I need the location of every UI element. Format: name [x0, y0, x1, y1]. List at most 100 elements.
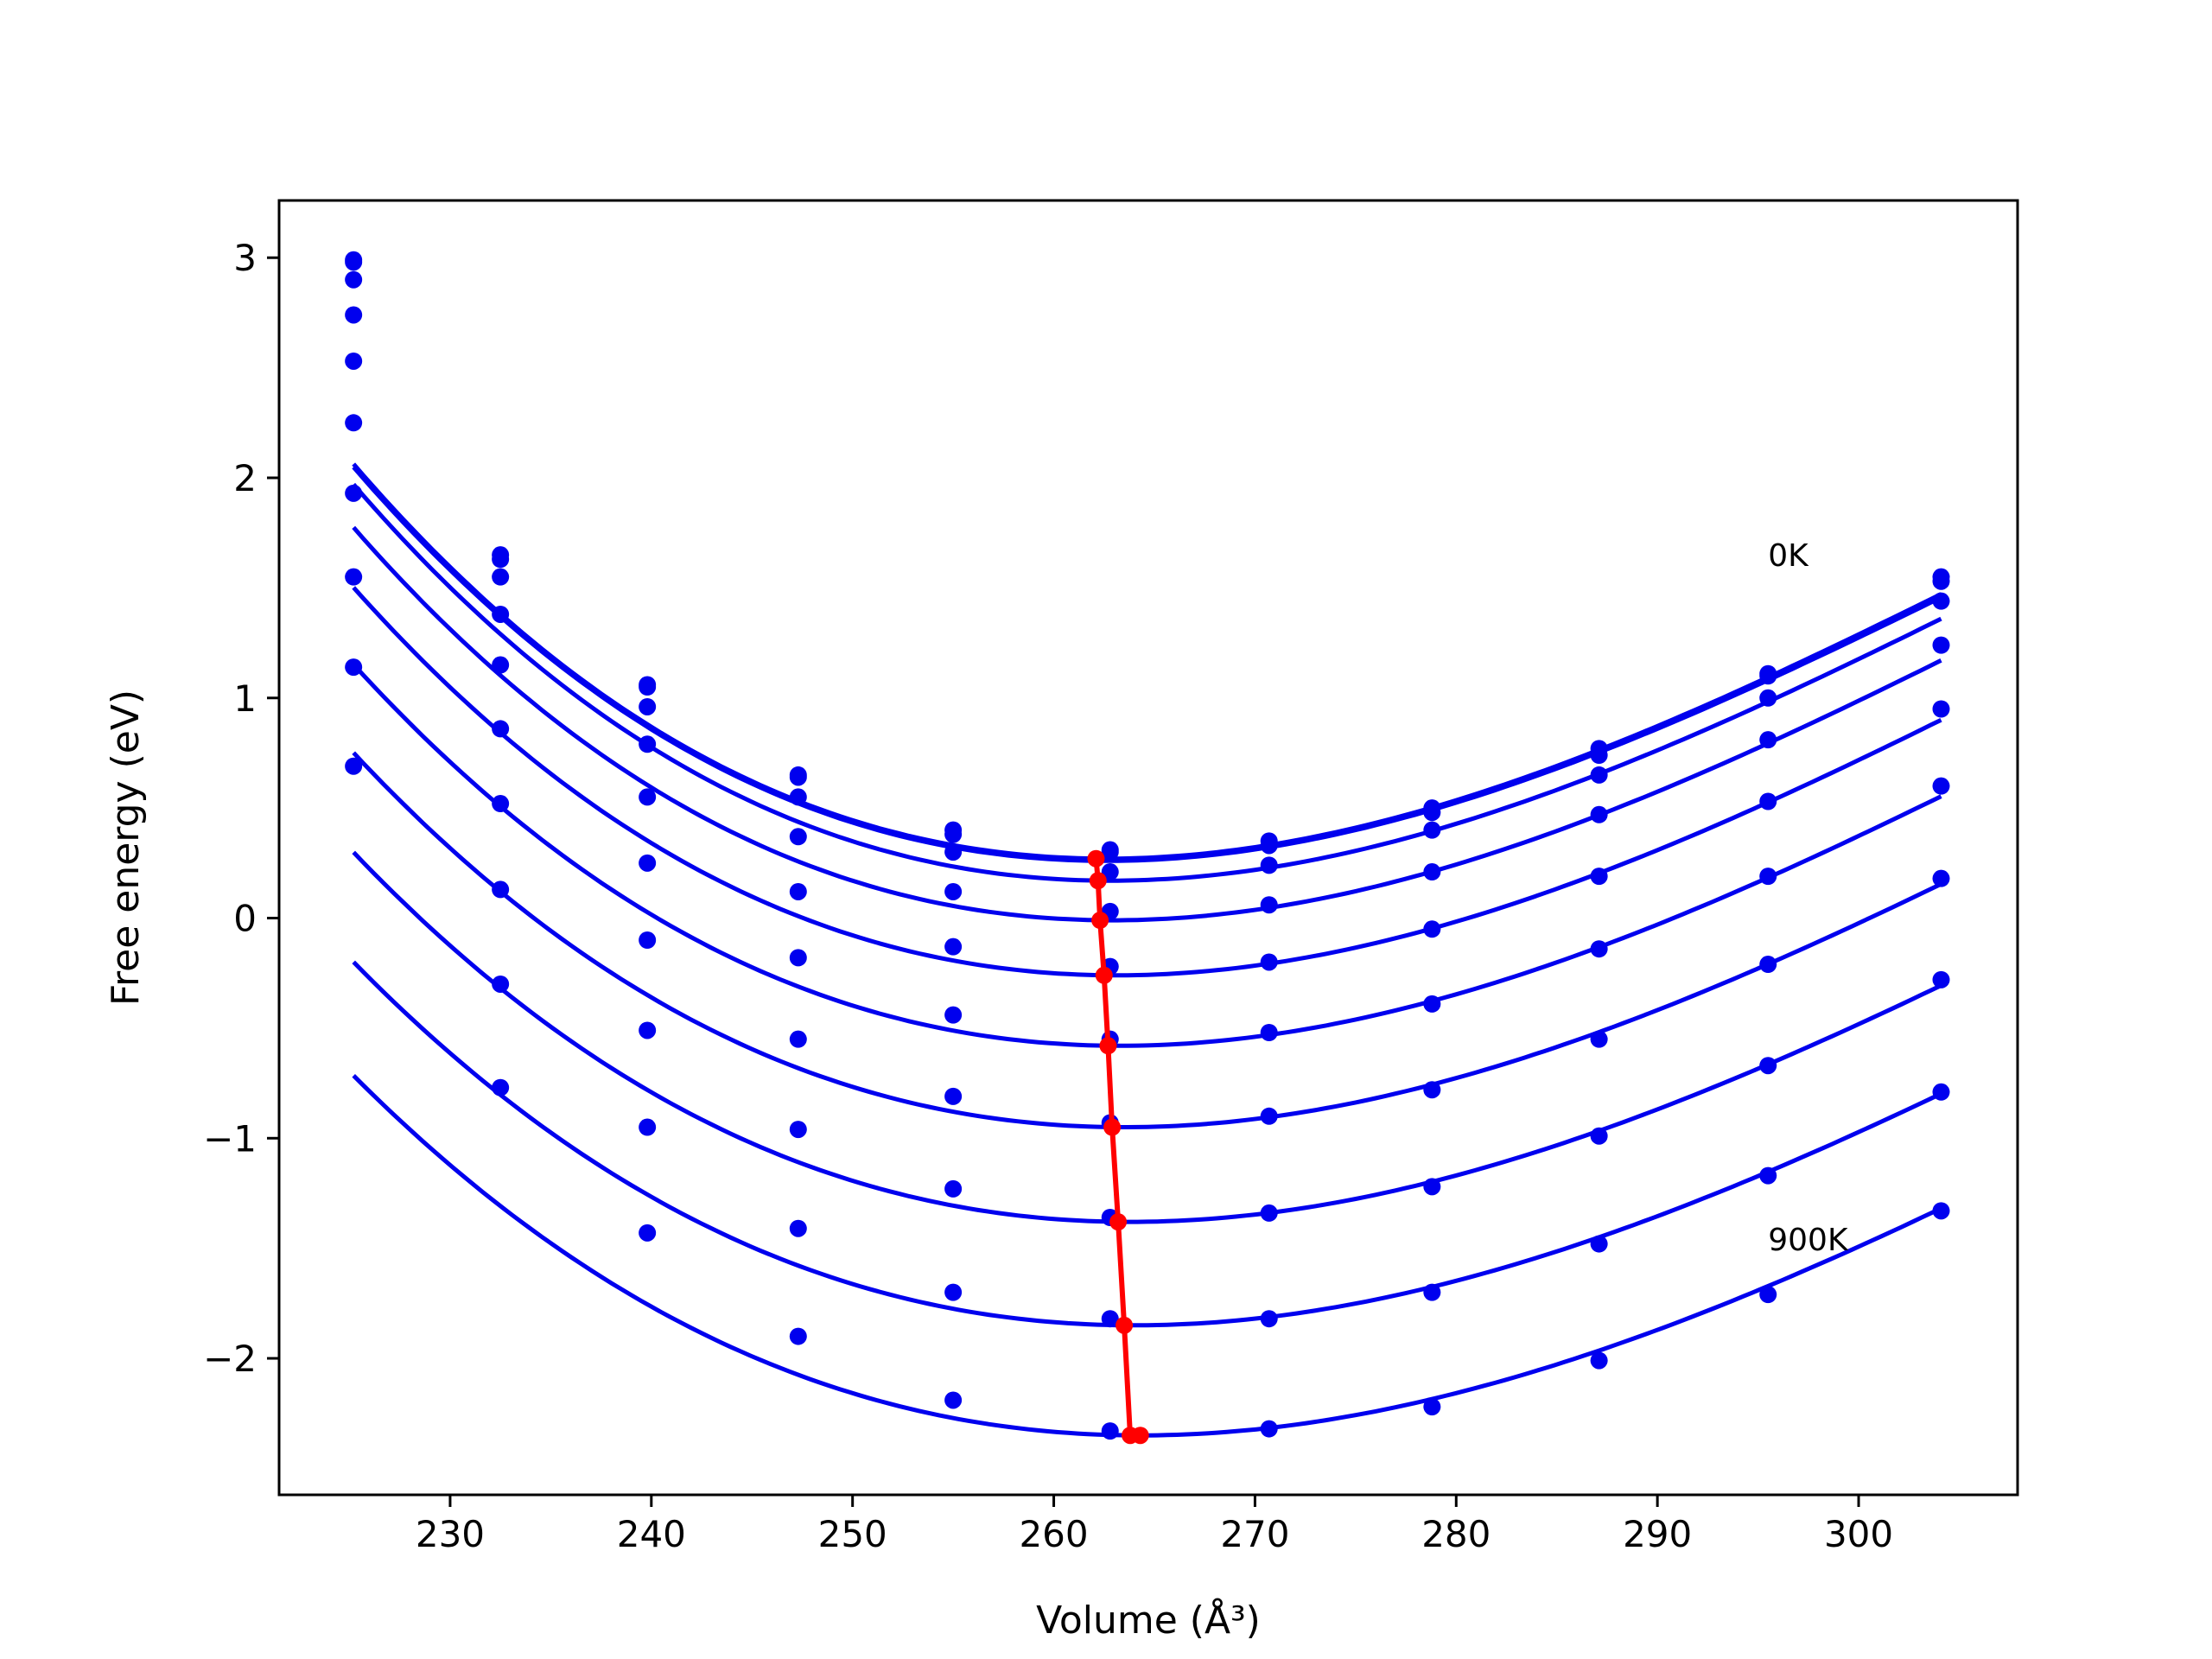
minimum-point: [1087, 849, 1105, 868]
minimum-point: [1109, 1213, 1128, 1231]
data-point: [1590, 805, 1608, 823]
data-point: [1759, 792, 1777, 810]
data-point: [944, 938, 963, 956]
data-point: [1759, 1166, 1777, 1185]
annotation-900k: 900K: [1768, 1223, 1849, 1258]
data-point: [789, 1030, 807, 1048]
data-point: [639, 697, 657, 715]
fit-curve-1: [352, 465, 1942, 863]
data-point: [944, 1087, 963, 1105]
data-point: [1423, 1283, 1441, 1301]
annotation-0k: 0K: [1768, 538, 1809, 574]
data-point: [1260, 836, 1278, 855]
x-tick-label: 280: [1421, 1513, 1491, 1555]
fit-curve-6: [352, 751, 1942, 1129]
data-point: [1759, 689, 1777, 707]
fit-curve-5: [352, 663, 1942, 1048]
data-point: [1932, 777, 1950, 795]
data-point: [1932, 592, 1950, 610]
data-point: [345, 253, 363, 271]
data-point: [1932, 970, 1950, 988]
minimum-point: [1131, 1427, 1149, 1445]
fit-curves: [352, 462, 1942, 1438]
data-point: [345, 757, 363, 775]
data-point: [1423, 995, 1441, 1013]
y-tick-label: −2: [203, 1338, 257, 1380]
data-point: [944, 1283, 963, 1301]
data-point: [492, 550, 510, 569]
data-point: [345, 270, 363, 289]
data-point: [789, 768, 807, 786]
minimum-line: [1087, 849, 1149, 1445]
data-point: [1759, 1057, 1777, 1075]
data-point: [1590, 868, 1608, 886]
data-point: [789, 788, 807, 806]
data-point: [1260, 1024, 1278, 1041]
data-point: [492, 656, 510, 674]
data-point: [1932, 1083, 1950, 1101]
data-point: [1932, 1202, 1950, 1220]
y-axis-label: Free energy (eV): [104, 690, 148, 1006]
data-point: [639, 1021, 657, 1039]
data-point: [1759, 1286, 1777, 1304]
data-point: [1932, 700, 1950, 718]
data-point: [1101, 843, 1119, 861]
data-point: [1423, 1081, 1441, 1099]
data-point: [492, 1078, 510, 1096]
data-point: [1590, 1235, 1608, 1253]
data-point: [1423, 804, 1441, 822]
data-point: [345, 484, 363, 502]
data-point: [1260, 1204, 1278, 1222]
data-point: [789, 1219, 807, 1237]
data-point: [944, 1179, 963, 1198]
fit-curve-3: [352, 525, 1942, 923]
minimum-point: [1116, 1316, 1134, 1334]
data-point: [639, 678, 657, 696]
x-tick-label: 230: [416, 1513, 485, 1555]
x-tick-label: 270: [1220, 1513, 1289, 1555]
data-point: [1423, 1178, 1441, 1196]
data-point: [345, 306, 363, 324]
data-point: [789, 828, 807, 846]
data-point: [492, 880, 510, 899]
data-point: [1932, 572, 1950, 590]
y-tick-label: −1: [203, 1117, 257, 1160]
data-point: [789, 1121, 807, 1139]
data-point: [492, 605, 510, 623]
minimum-trend-line: [1093, 858, 1141, 1439]
data-point: [1759, 868, 1777, 886]
minimum-point: [1103, 1118, 1122, 1136]
data-point: [345, 414, 363, 432]
fit-curve-7: [352, 850, 1942, 1224]
data-point: [492, 720, 510, 738]
data-point: [1423, 1398, 1441, 1416]
x-axis-label: Volume (Å³): [1036, 1597, 1261, 1643]
plot-frame: [277, 199, 2019, 1497]
data-point: [1759, 731, 1777, 749]
data-point: [345, 568, 363, 586]
data-point: [1260, 1420, 1278, 1438]
data-point: [789, 882, 807, 900]
minimum-point: [1099, 1037, 1117, 1055]
x-tick-label: 300: [1824, 1513, 1893, 1555]
data-point: [1759, 956, 1777, 974]
y-tick-label: 3: [233, 237, 257, 279]
y-axis-ticks: −2 −1 0 1 2 3: [203, 237, 279, 1380]
fit-curve-4: [352, 586, 1942, 978]
data-point: [1590, 1030, 1608, 1048]
data-point: [639, 854, 657, 872]
fit-curve-2: [352, 482, 1942, 883]
fit-curve-8: [352, 960, 1942, 1328]
data-point: [639, 1118, 657, 1136]
minimum-point: [1091, 912, 1109, 930]
data-point: [789, 1327, 807, 1345]
x-tick-label: 290: [1623, 1513, 1692, 1555]
data-point: [1590, 766, 1608, 784]
data-point: [944, 1006, 963, 1024]
data-point: [789, 949, 807, 967]
data-point: [1423, 863, 1441, 881]
x-tick-label: 240: [617, 1513, 686, 1555]
data-point: [944, 825, 963, 843]
data-point: [639, 735, 657, 753]
